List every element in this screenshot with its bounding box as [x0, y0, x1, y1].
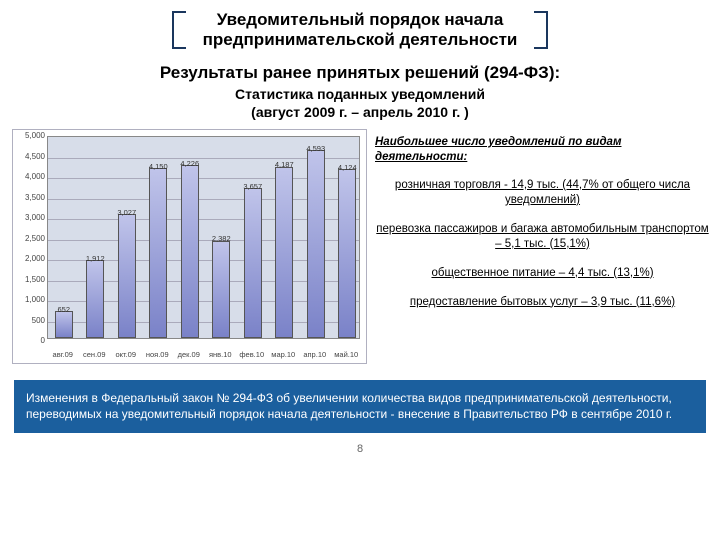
- side-item: перевозка пассажиров и багажа автомобиль…: [375, 222, 710, 252]
- y-axis-label: 2,500: [15, 234, 45, 243]
- y-axis-label: 1,000: [15, 295, 45, 304]
- bar-value-label: 3,657: [243, 182, 262, 191]
- chart-bar: [244, 188, 262, 338]
- bar-value-label: 3,027: [117, 208, 136, 217]
- x-axis-label: мар.10: [268, 350, 298, 359]
- chart-bar: [118, 214, 136, 338]
- bar-value-label: 652: [57, 305, 70, 314]
- content-row: 652 1,912 3,027 4,150 4,226 2,382 3,657 4,187 4,…: [0, 121, 720, 368]
- chart-bar: [307, 150, 325, 338]
- bar-chart: 652 1,912 3,027 4,150 4,226 2,382 3,657 4,187 4,…: [12, 129, 367, 364]
- bracket-right: [534, 11, 548, 49]
- title-block: Уведомительный порядок начала предприним…: [0, 0, 720, 57]
- y-axis-label: 500: [15, 316, 45, 325]
- y-axis-label: 4,500: [15, 152, 45, 161]
- side-item: предоставление бытовых услуг – 3,9 тыс. …: [375, 295, 710, 310]
- x-axis-label: апр.10: [300, 350, 330, 359]
- bar-value-label: 2,382: [212, 234, 231, 243]
- x-axis-label: янв.10: [205, 350, 235, 359]
- y-axis-label: 3,000: [15, 213, 45, 222]
- chart-bar: [338, 169, 356, 338]
- subtitle: Результаты ранее принятых решений (294-Ф…: [0, 63, 720, 83]
- x-axis-label: май.10: [331, 350, 361, 359]
- chart-bar: [149, 168, 167, 338]
- bar-value-label: 1,912: [86, 254, 105, 263]
- side-heading: Наибольшее число уведомлений по видам де…: [375, 135, 710, 164]
- y-axis-label: 4,000: [15, 172, 45, 181]
- x-axis-label: фев.10: [237, 350, 267, 359]
- side-item: общественное питание – 4,4 тыс. (13,1%): [375, 266, 710, 281]
- bracket-left: [172, 11, 186, 49]
- y-axis-label: 5,000: [15, 131, 45, 140]
- bar-value-label: 4,124: [338, 163, 357, 172]
- y-axis-label: 1,500: [15, 275, 45, 284]
- info-box: Изменения в Федеральный закон № 294-ФЗ о…: [14, 380, 706, 432]
- page-title: Уведомительный порядок начала предприним…: [203, 10, 518, 51]
- side-text-block: Наибольшее число уведомлений по видам де…: [375, 129, 710, 364]
- bar-value-label: 4,593: [306, 144, 325, 153]
- page-number: 8: [0, 443, 720, 455]
- y-axis-label: 0: [15, 336, 45, 345]
- stat-title: Статистика поданных уведомлений (август …: [0, 85, 720, 121]
- stat-title-l1: Статистика поданных уведомлений: [235, 86, 485, 102]
- x-axis-label: дек.09: [174, 350, 204, 359]
- chart-bar: [181, 165, 199, 338]
- info-box-text: Изменения в Федеральный закон № 294-ФЗ о…: [26, 391, 672, 421]
- title-line-1: Уведомительный порядок начала: [217, 10, 504, 29]
- chart-bar: [275, 167, 293, 339]
- x-axis-label: ноя.09: [142, 350, 172, 359]
- chart-plot-area: 652 1,912 3,027 4,150 4,226 2,382 3,657 4,187 4,…: [47, 136, 360, 339]
- x-axis-label: сен.09: [79, 350, 109, 359]
- chart-bar: [212, 241, 230, 339]
- x-axis-label: авг.09: [48, 350, 78, 359]
- side-item: розничная торговля - 14,9 тыс. (44,7% от…: [375, 178, 710, 208]
- title-line-2: предпринимательской деятельности: [203, 30, 518, 49]
- y-axis-label: 3,500: [15, 193, 45, 202]
- stat-title-l2: (август 2009 г. – апрель 2010 г. ): [251, 104, 469, 120]
- bar-value-label: 4,187: [275, 160, 294, 169]
- bar-value-label: 4,150: [149, 162, 168, 171]
- y-axis-label: 2,000: [15, 254, 45, 263]
- chart-bar: [86, 260, 104, 338]
- chart-bar: [55, 311, 73, 338]
- bar-value-label: 4,226: [180, 159, 199, 168]
- x-axis-label: окт.09: [111, 350, 141, 359]
